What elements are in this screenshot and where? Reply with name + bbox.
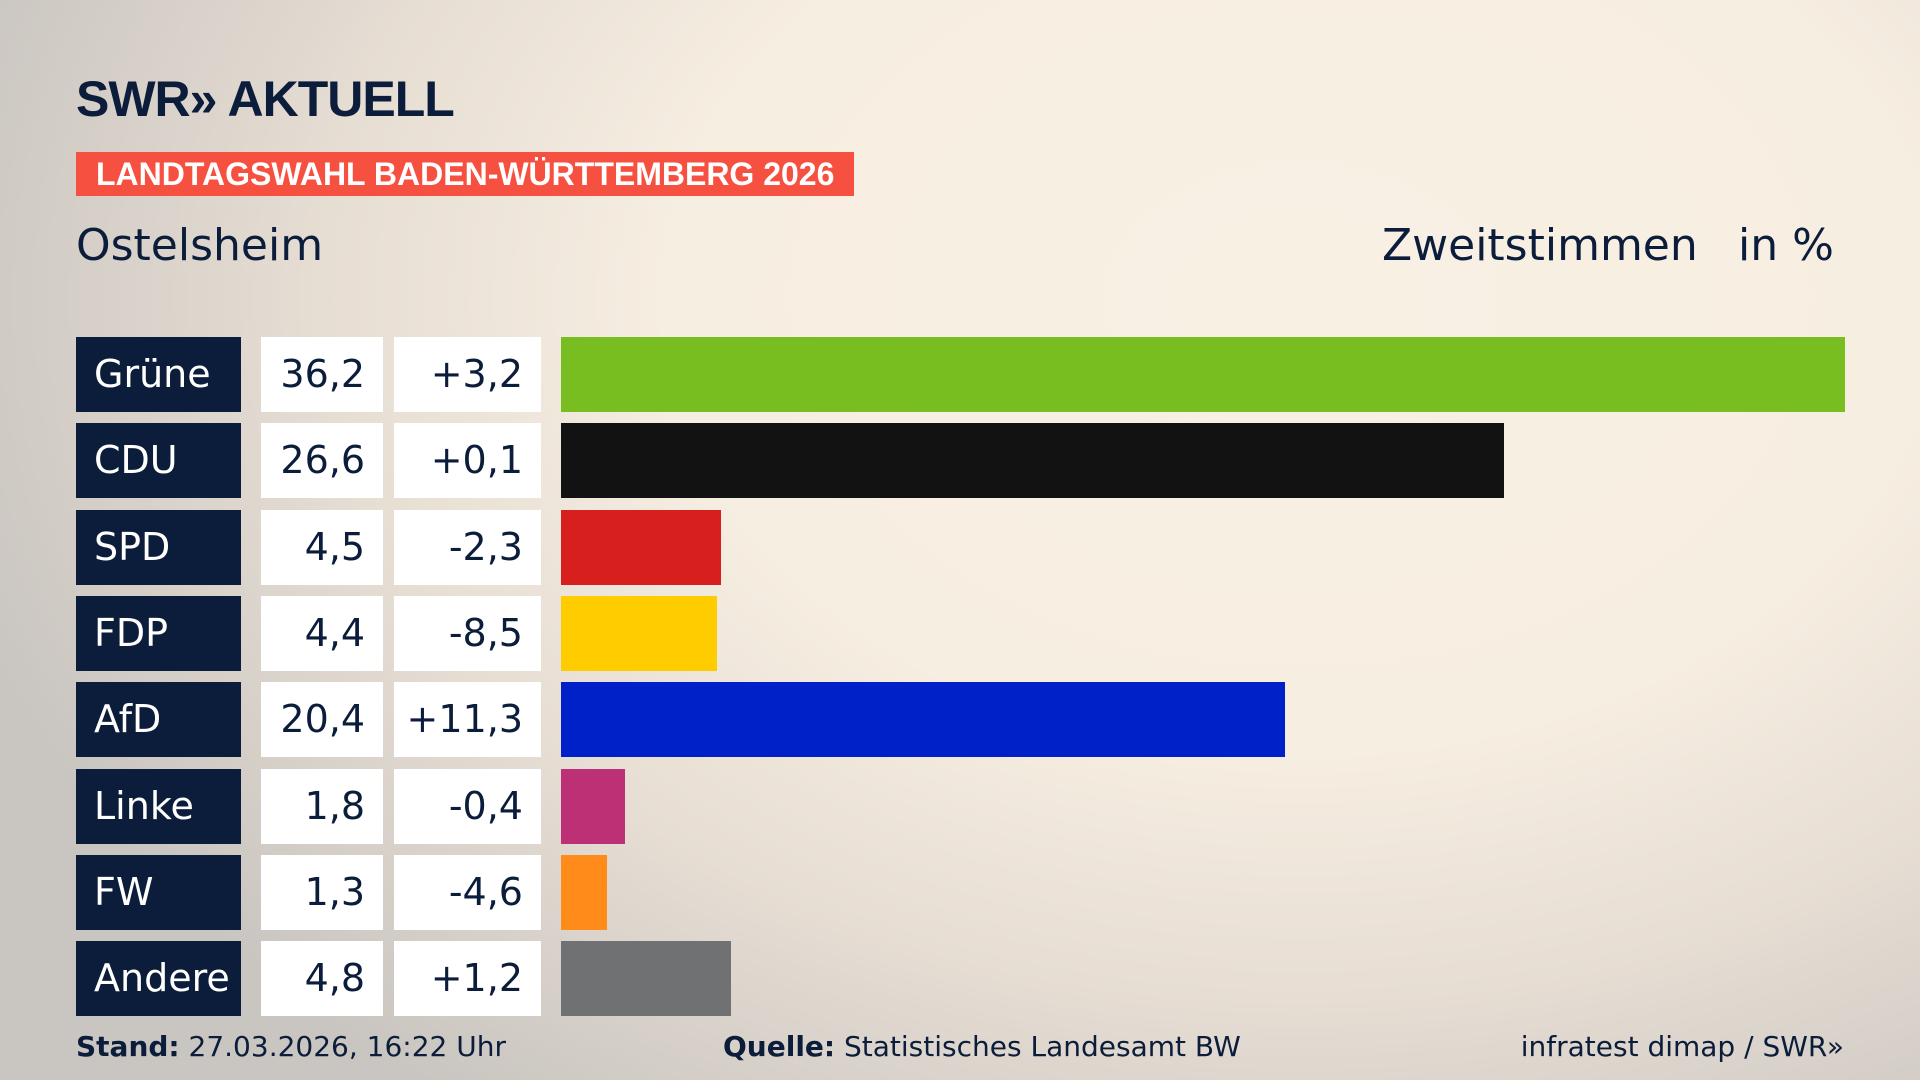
credit: infratest dimap / SWR» <box>1520 1030 1844 1063</box>
party-label: FW <box>76 854 241 930</box>
party-label: Andere <box>76 941 241 1017</box>
result-row: Andere 4,8 +1,2 <box>0 941 1920 1017</box>
result-row: CDU 26,6 +0,1 <box>0 423 1920 499</box>
bar-fw <box>561 854 608 930</box>
bar-fdp <box>561 595 718 671</box>
stand-value: 27.03.2026, 16:22 Uhr <box>188 1030 506 1063</box>
timestamp: Stand: 27.03.2026, 16:22 Uhr <box>76 1030 506 1063</box>
diff-label: -0,4 <box>394 768 541 844</box>
diff-label: -2,3 <box>394 509 541 585</box>
source-value: Statistisches Landesamt BW <box>844 1030 1241 1063</box>
bar-cdu <box>561 423 1505 499</box>
value-label: 4,5 <box>261 509 383 585</box>
value-label: 4,4 <box>261 595 383 671</box>
value-label: 26,6 <box>261 423 383 499</box>
result-row: FW 1,3 -4,6 <box>0 854 1920 930</box>
diff-label: +1,2 <box>394 941 541 1017</box>
diff-label: +3,2 <box>394 337 541 412</box>
swr-aktuell-logo: SWR» AKTUELL <box>76 71 455 127</box>
value-label: 20,4 <box>261 682 383 758</box>
value-label: 4,8 <box>261 941 383 1017</box>
region-title: Ostelsheim <box>76 220 324 271</box>
diff-label: -4,6 <box>394 854 541 930</box>
party-label: Linke <box>76 768 241 844</box>
bar-grüne <box>561 337 1845 412</box>
bar-afd <box>561 682 1285 758</box>
unit-label: in % <box>1738 220 1834 271</box>
diff-label: -8,5 <box>394 595 541 671</box>
value-label: 36,2 <box>261 337 383 412</box>
result-row: FDP 4,4 -8,5 <box>0 595 1920 671</box>
value-label: 1,8 <box>261 768 383 844</box>
bar-linke <box>561 768 625 844</box>
source: Quelle: Statistisches Landesamt BW <box>723 1030 1241 1063</box>
result-row: AfD 20,4 +11,3 <box>0 682 1920 758</box>
party-label: SPD <box>76 509 241 585</box>
party-label: CDU <box>76 423 241 499</box>
party-label: Grüne <box>76 337 241 412</box>
bar-andere <box>561 941 732 1017</box>
diff-label: +11,3 <box>394 682 541 758</box>
bar-spd <box>561 509 721 585</box>
source-label: Quelle: <box>723 1030 836 1063</box>
diff-label: +0,1 <box>394 423 541 499</box>
party-label: AfD <box>76 682 241 758</box>
election-banner: LANDTAGSWAHL BADEN-WÜRTTEMBERG 2026 <box>76 152 855 196</box>
result-row: SPD 4,5 -2,3 <box>0 509 1920 585</box>
measure-label: Zweitstimmen <box>1382 220 1698 271</box>
stand-label: Stand: <box>76 1030 180 1063</box>
party-label: FDP <box>76 595 241 671</box>
result-row: Grüne 36,2 +3,2 <box>0 337 1920 412</box>
value-label: 1,3 <box>261 854 383 930</box>
result-row: Linke 1,8 -0,4 <box>0 768 1920 844</box>
